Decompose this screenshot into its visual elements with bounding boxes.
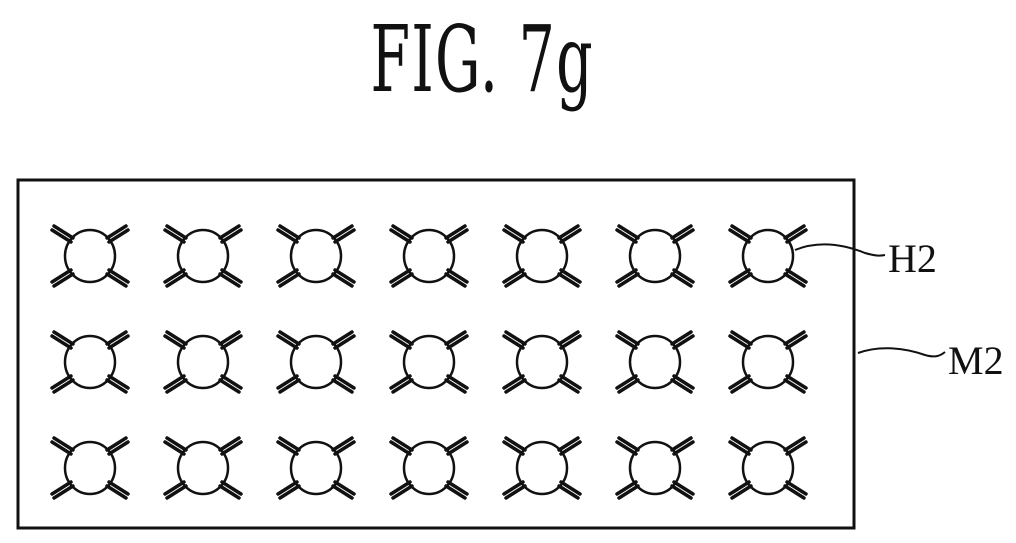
leader-line-h2 <box>795 244 885 255</box>
hole-h2 <box>391 438 467 498</box>
hole-h2 <box>617 226 693 286</box>
hole-h2 <box>52 438 128 498</box>
hole-h2 <box>730 438 806 498</box>
hole-h2 <box>278 332 354 392</box>
hole-h2 <box>730 226 806 286</box>
hole-h2 <box>278 226 354 286</box>
hole-h2 <box>504 438 580 498</box>
hole-h2 <box>52 332 128 392</box>
hole-h2 <box>730 332 806 392</box>
hole-h2 <box>617 438 693 498</box>
label-m2: M2 <box>948 338 1004 383</box>
hole-h2 <box>617 332 693 392</box>
hole-h2 <box>52 226 128 286</box>
leader-line-m2 <box>858 348 945 356</box>
hole-h2 <box>504 226 580 286</box>
hole-h2 <box>165 438 241 498</box>
label-h2: H2 <box>888 236 937 281</box>
hole-h2 <box>165 226 241 286</box>
hole-h2 <box>391 226 467 286</box>
hole-h2 <box>391 332 467 392</box>
hole-h2 <box>504 332 580 392</box>
hole-h2 <box>278 438 354 498</box>
hole-grid <box>52 226 806 498</box>
hole-h2 <box>165 332 241 392</box>
